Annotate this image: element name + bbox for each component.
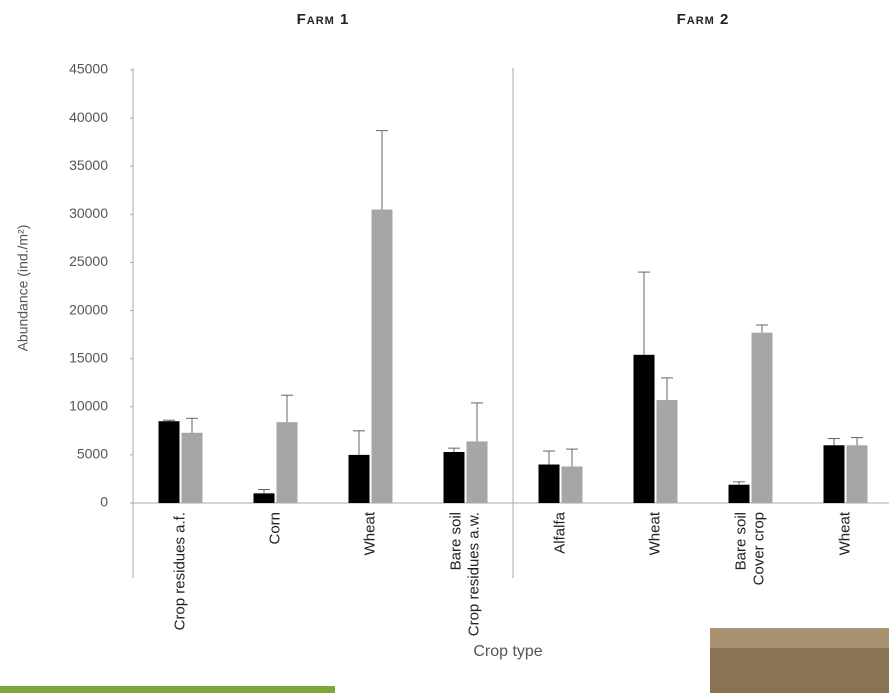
y-tick-label: 0 xyxy=(100,494,108,510)
bar xyxy=(182,433,203,503)
x-tick-label: Wheat xyxy=(361,511,378,555)
x-tick-label: Corn xyxy=(266,512,283,545)
bar xyxy=(752,333,773,503)
bar xyxy=(657,400,678,503)
chart: Abundance (ind./m²) Crop type 0 5000 10000… xyxy=(0,0,889,693)
bar xyxy=(349,455,370,503)
x-tick-label: Cover crop xyxy=(750,512,767,585)
y-tick-label: 20000 xyxy=(69,301,108,317)
photo-strip xyxy=(0,686,335,693)
y-tick-label: 40000 xyxy=(69,109,108,125)
bar xyxy=(824,445,845,503)
bar xyxy=(847,445,868,503)
x-tick-label: Crop residues a.w. xyxy=(465,512,482,636)
bar xyxy=(562,466,583,503)
bar xyxy=(277,422,298,503)
bar xyxy=(467,441,488,503)
farm-label: Farm 1 xyxy=(297,11,350,28)
x-tick-label: Alfalfa xyxy=(551,511,568,553)
bar xyxy=(372,210,393,503)
y-tick-label: 35000 xyxy=(69,157,108,173)
y-tick-label: 30000 xyxy=(69,205,108,221)
bar xyxy=(254,493,275,503)
bar xyxy=(634,355,655,503)
x-tick-label: Wheat xyxy=(646,511,663,555)
y-tick-label: 15000 xyxy=(69,349,108,365)
bar xyxy=(444,452,465,503)
photo-sky xyxy=(710,628,889,648)
x-tick-label: Bare soil xyxy=(732,512,749,570)
x-tick-label: Wheat xyxy=(836,511,853,555)
x-tick-label: Crop residues a.f. xyxy=(171,512,188,630)
y-tick-label: 45000 xyxy=(69,61,108,77)
farm-label: Farm 2 xyxy=(677,11,730,28)
y-tick-label: 10000 xyxy=(69,397,108,413)
bar xyxy=(539,465,560,503)
y-tick-label: 25000 xyxy=(69,253,108,269)
bar xyxy=(729,485,750,503)
bar xyxy=(159,421,180,503)
x-axis-label: Crop type xyxy=(473,643,542,660)
x-tick-label: Bare soil xyxy=(447,512,464,570)
y-tick-label: 5000 xyxy=(77,446,108,462)
y-axis-label: Abundance (ind./m²) xyxy=(15,225,31,352)
